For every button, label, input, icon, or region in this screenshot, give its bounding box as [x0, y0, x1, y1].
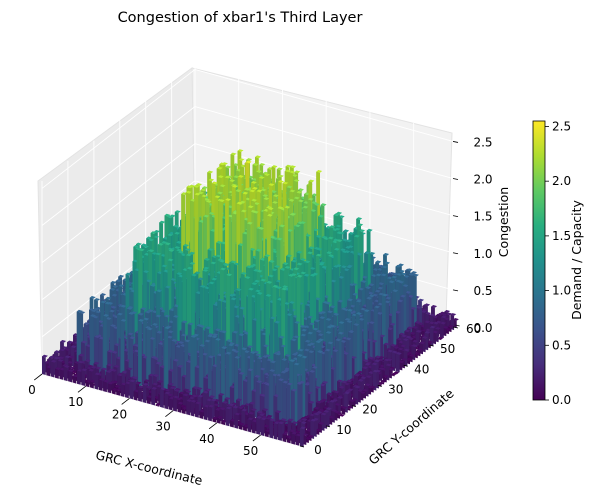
x-tick-mark: [77, 385, 86, 393]
x-tick-label: 0: [28, 383, 36, 397]
x-tick-mark: [252, 434, 261, 442]
z-tick-mark: [452, 252, 459, 255]
y-tick-label: 30: [388, 382, 403, 396]
colorbar-label: Demand / Capacity: [569, 200, 584, 320]
x-tick-mark: [208, 422, 218, 430]
z-tick-label: 1.5: [473, 210, 492, 224]
colorbar-tick-label: 0.5: [552, 338, 571, 352]
y-tick-label: 50: [440, 342, 455, 356]
x-tick-mark: [33, 373, 43, 381]
z-tick-mark: [452, 289, 459, 292]
y-axis-label: GRC Y-coordinate: [365, 385, 456, 467]
x-axis-label: GRC X-coordinate: [94, 447, 204, 488]
z-tick-mark: [452, 215, 459, 218]
z-tick-label: 2.5: [473, 135, 492, 149]
bars: [42, 149, 459, 447]
y-tick-label: 10: [336, 423, 351, 437]
colorbar-tick-label: 2.0: [552, 174, 571, 188]
bar: [440, 321, 446, 339]
x-tick-mark: [121, 398, 130, 405]
z-tick-mark: [452, 178, 459, 180]
colorbar: [532, 120, 546, 401]
colorbar-ticks: 0.00.51.01.52.02.5: [545, 119, 571, 407]
x-tick-label: 30: [156, 420, 171, 434]
colorbar-tick-label: 2.5: [552, 119, 571, 133]
x-tick-label: 20: [112, 407, 127, 421]
x-tick-label: 50: [243, 444, 258, 458]
z-tick-mark: [452, 141, 459, 143]
y-tick-label: 0: [314, 443, 322, 457]
z-tick-label: 0.0: [473, 321, 492, 335]
z-tick-label: 1.0: [473, 247, 492, 261]
z-tick-label: 0.5: [473, 284, 492, 298]
x-tick-label: 40: [199, 432, 214, 446]
x-tick-label: 10: [68, 395, 83, 409]
chart-title: Congestion of xbar1's Third Layer: [118, 10, 363, 26]
colorbar-tick-label: 0.0: [552, 393, 571, 407]
y-tick-label: 20: [362, 403, 377, 417]
x-tick-mark: [165, 410, 174, 417]
z-tick-label: 2.0: [473, 173, 492, 187]
z-axis-label: Congestion: [496, 187, 511, 257]
y-tick-label: 40: [414, 362, 429, 376]
